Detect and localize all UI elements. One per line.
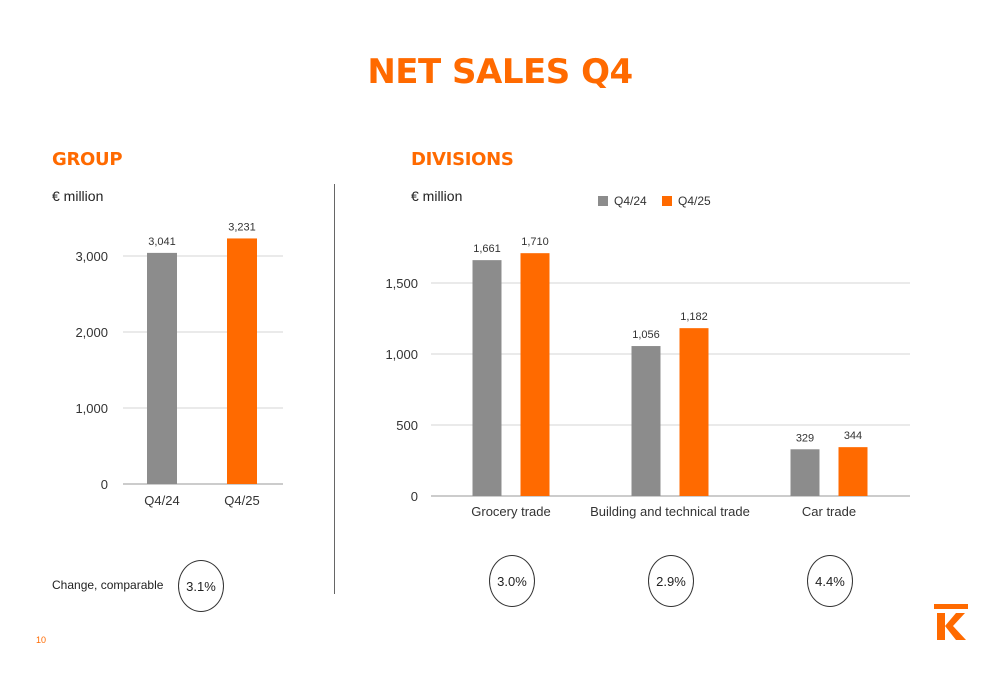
data-label: 1,710	[521, 236, 549, 248]
data-label: 1,056	[632, 329, 660, 341]
x-tick-label: Car trade	[802, 504, 856, 519]
change-comparable-label: Change, comparable	[52, 578, 164, 592]
page-title: NET SALES Q4	[367, 52, 633, 92]
k-logo-icon	[934, 604, 968, 640]
y-tick-label: 1,000	[75, 401, 108, 416]
bar-q4-25	[838, 447, 868, 496]
x-tick-label: Building and technical trade	[590, 504, 750, 519]
y-tick-label: 3,000	[75, 249, 108, 264]
y-tick-label: 1,500	[385, 276, 418, 291]
data-label: 1,661	[473, 243, 501, 255]
section-divider	[334, 184, 335, 594]
group-section-title: GROUP	[52, 149, 123, 170]
y-tick-label: 0	[411, 489, 418, 504]
bar-q4-24	[790, 449, 820, 496]
x-tick-label: Q4/24	[144, 493, 179, 508]
group-bar-chart: 0 1,000 2,000 3,000 3,041 Q4/24 3,231 Q4/25	[75, 221, 283, 508]
y-tick-label: 500	[396, 418, 418, 433]
divisions-unit-label: € million	[411, 188, 463, 204]
legend-swatch	[598, 196, 608, 206]
group-change-badge: 3.1%	[178, 560, 224, 612]
x-tick-label: Grocery trade	[471, 504, 550, 519]
bar-q4-25	[520, 253, 550, 496]
bar-q4-24	[631, 346, 661, 496]
y-tick-label: 2,000	[75, 325, 108, 340]
bar-q4-24	[472, 260, 502, 496]
divisions-section-title: DIVISIONS	[411, 149, 514, 170]
group-unit-label: € million	[52, 188, 104, 204]
x-tick-label: Q4/25	[224, 493, 259, 508]
legend-label: Q4/25	[678, 194, 711, 208]
data-label: 1,182	[680, 311, 708, 323]
data-label: 3,041	[148, 236, 176, 248]
data-label: 344	[844, 430, 862, 442]
divisions-bar-chart: 0 500 1,000 1,500 1,661 1,710 Grocery trade 1,0…	[385, 194, 910, 519]
y-tick-label: 1,000	[385, 347, 418, 362]
grocery-change-badge: 3.0%	[489, 555, 535, 607]
bar-q4-25	[679, 328, 709, 496]
legend-swatch	[662, 196, 672, 206]
page-number: 10	[36, 635, 47, 645]
bar-q4-25	[227, 238, 257, 484]
y-tick-label: 0	[101, 477, 108, 492]
data-label: 3,231	[228, 221, 256, 233]
building-change-badge: 2.9%	[648, 555, 694, 607]
legend-label: Q4/24	[614, 194, 647, 208]
data-label: 329	[796, 432, 814, 444]
bar-q4-24	[147, 252, 177, 484]
car-change-badge: 4.4%	[807, 555, 853, 607]
